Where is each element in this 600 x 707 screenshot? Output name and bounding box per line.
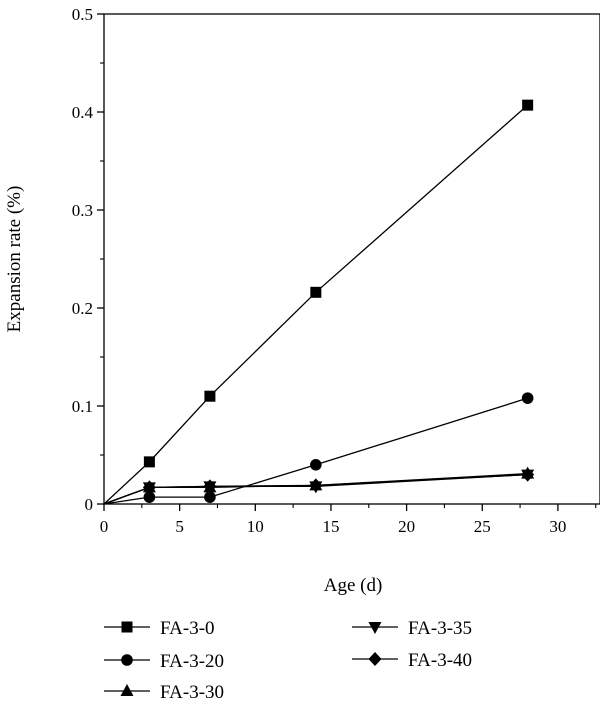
data-point	[309, 478, 323, 493]
data-point	[521, 467, 535, 482]
x-tick-label: 15	[322, 517, 339, 536]
data-point	[310, 459, 322, 471]
legend-marker	[121, 621, 133, 633]
x-tick-label: 10	[247, 517, 264, 536]
series-FA-3-0	[103, 99, 534, 505]
legend-item: FA-3-35	[352, 618, 472, 639]
legend-marker	[368, 622, 382, 634]
data-point	[143, 456, 155, 468]
data-point	[203, 479, 217, 494]
legend-marker	[120, 684, 134, 696]
y-tick-label: 0.2	[72, 299, 93, 318]
y-tick-label: 0	[85, 495, 94, 514]
data-point	[310, 286, 322, 298]
legend-item: FA-3-20	[104, 651, 224, 672]
data-point	[521, 392, 534, 404]
y-axis-title: Expansion rate (%)	[4, 186, 25, 333]
legend-item: FA-3-30	[104, 682, 224, 703]
legend-label: FA-3-30	[160, 682, 224, 703]
data-point	[142, 480, 156, 495]
data-point	[204, 390, 216, 402]
x-tick-label: 25	[474, 517, 491, 536]
y-tick-label: 0.4	[72, 103, 94, 122]
y-tick-label: 0.5	[72, 5, 93, 24]
x-tick-label: 0	[100, 517, 109, 536]
series-layer	[103, 99, 535, 505]
legend-marker	[121, 654, 133, 666]
legend-label: FA-3-0	[160, 618, 215, 639]
data-point	[522, 99, 534, 111]
series-FA-3-40	[103, 467, 535, 505]
legend-item: FA-3-40	[352, 650, 472, 671]
data-point	[204, 491, 216, 503]
legend-marker	[368, 652, 382, 666]
y-tick-label: 0.3	[72, 201, 93, 220]
legend: FA-3-0 FA-3-20 FA-3-30 FA-3-35 FA-3-40	[104, 618, 472, 703]
y-tick-label: 0.1	[72, 397, 93, 416]
legend-label: FA-3-40	[408, 650, 472, 671]
plot-area: 0 0.1 0.2 0.3 0.4 0.5 0 5 10 15 20 25 30	[72, 5, 600, 536]
x-axis-title: Age (d)	[324, 575, 383, 596]
x-tick-label: 5	[175, 517, 184, 536]
series-FA-3-20	[103, 392, 534, 505]
x-tick-label: 20	[398, 517, 415, 536]
x-tick-label: 30	[549, 517, 566, 536]
legend-item: FA-3-0	[104, 618, 215, 639]
legend-label: FA-3-20	[160, 651, 224, 672]
legend-label: FA-3-35	[408, 618, 472, 639]
series-line	[103, 104, 529, 505]
data-point	[143, 491, 156, 503]
